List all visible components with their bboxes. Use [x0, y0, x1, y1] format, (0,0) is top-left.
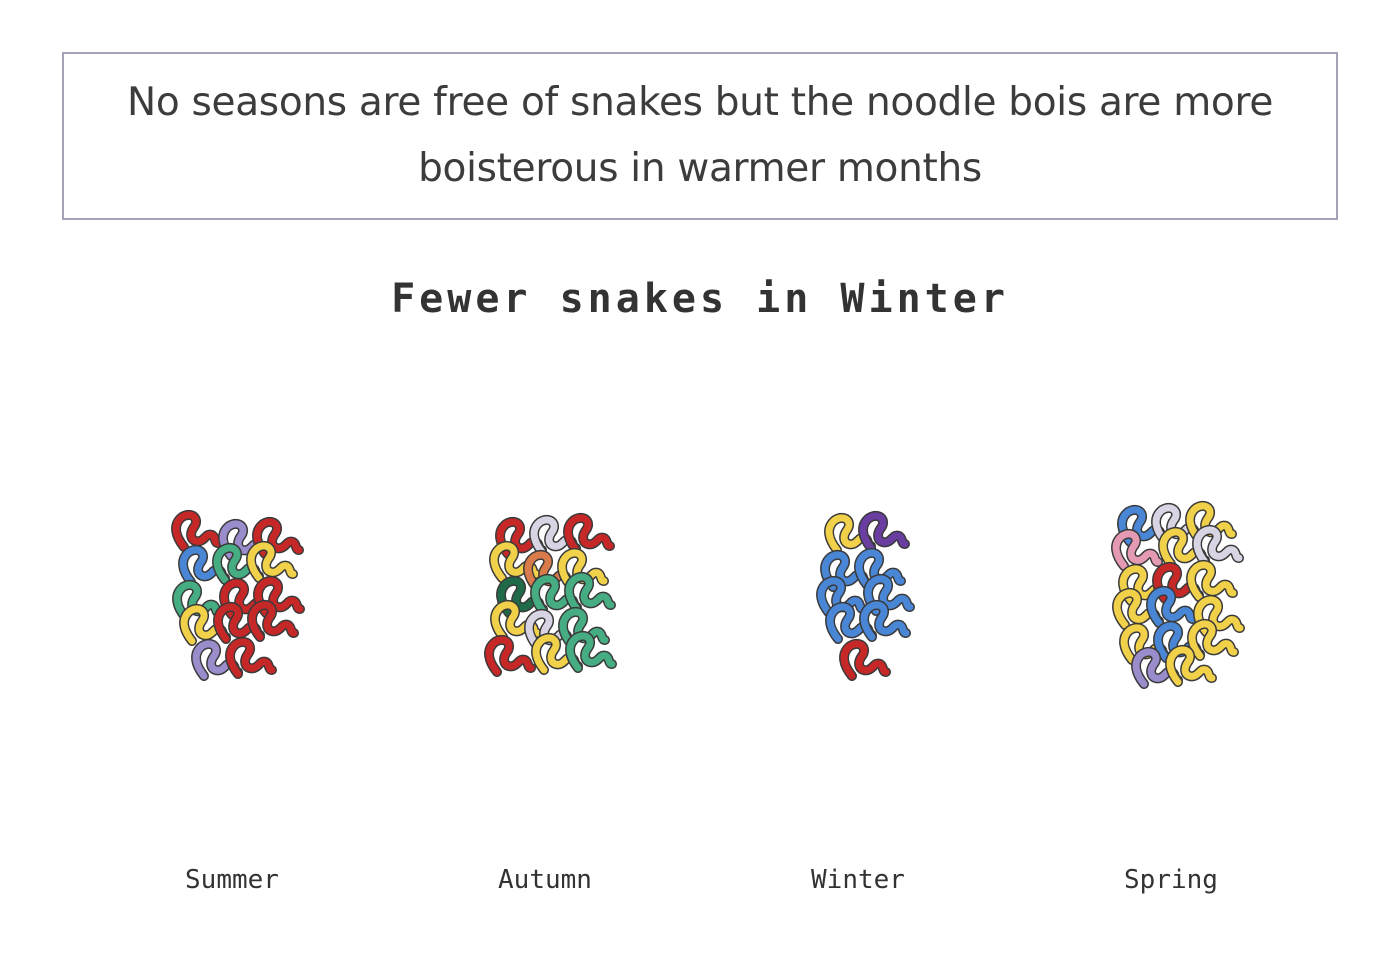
snake-group-autumn	[489, 518, 612, 672]
snake-group-summer	[176, 515, 300, 676]
headline-text: No seasons are free of snakes but the no…	[126, 80, 1274, 191]
snake-groups	[176, 506, 1240, 684]
season-label-winter: Winter	[811, 865, 905, 895]
headline-box: No seasons are free of snakes but the no…	[62, 52, 1338, 220]
snake-group-spring	[1116, 506, 1240, 684]
season-label-autumn: Autumn	[498, 865, 592, 895]
season-labels: Summer Autumn Winter Spring	[185, 865, 1218, 895]
snake-group-winter	[821, 516, 910, 676]
season-label-spring: Spring	[1124, 865, 1218, 895]
season-label-summer: Summer	[185, 865, 279, 895]
chart-title: Fewer snakes in Winter	[391, 276, 1009, 322]
